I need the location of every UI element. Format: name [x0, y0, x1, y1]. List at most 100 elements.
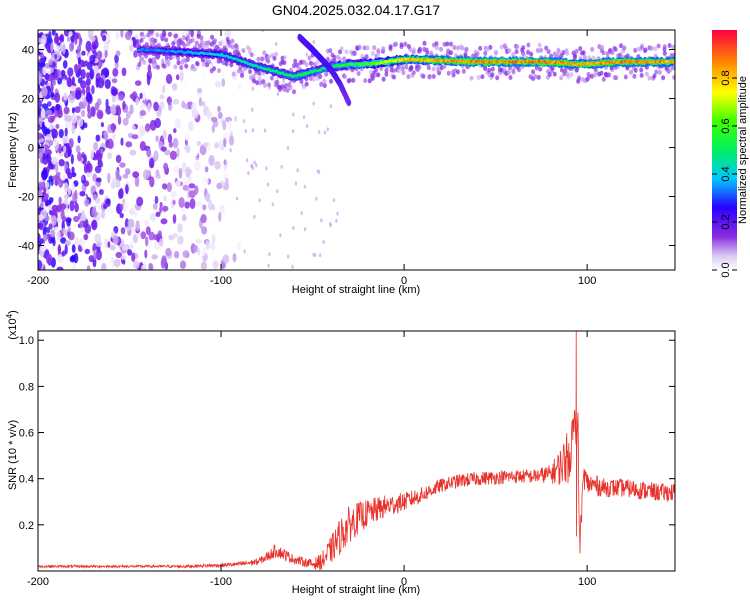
heatmap-cell	[647, 75, 652, 81]
heatmap-cell	[52, 175, 59, 181]
heatmap-cell	[160, 218, 168, 225]
heatmap-cell	[95, 152, 103, 162]
heatmap-cell	[185, 166, 191, 178]
heatmap-cell	[62, 227, 66, 235]
heatmap-cell	[218, 140, 225, 148]
heatmap-cell	[149, 157, 155, 169]
heatmap-cell	[292, 63, 296, 69]
heatmap-cell	[329, 223, 332, 228]
heatmap-cell	[251, 73, 256, 79]
heatmap-cell	[662, 50, 667, 56]
heatmap-cell	[52, 79, 56, 86]
heatmap-cell	[205, 192, 211, 203]
heatmap-cell	[247, 171, 250, 176]
heatmap-cell	[166, 182, 172, 193]
heatmap-cell	[576, 78, 581, 84]
heatmap-cell	[308, 60, 313, 66]
heatmap-cell	[107, 261, 113, 269]
heatmap-cell	[146, 32, 151, 38]
heatmap-cell	[104, 257, 108, 263]
heatmap-cell	[64, 244, 68, 255]
heatmap-cell	[662, 44, 667, 50]
heatmap-cell	[315, 60, 320, 66]
heatmap-cell	[65, 167, 71, 175]
heatmap-cell	[499, 44, 504, 50]
heatmap-cell	[329, 104, 333, 109]
heatmap-cell	[376, 72, 381, 78]
heatmap-cell	[196, 201, 203, 207]
heatmap-cell	[100, 122, 104, 128]
colorbar-tick-label: 0.8	[720, 70, 732, 85]
heatmap-cell	[352, 51, 357, 57]
heatmap-cell	[42, 87, 48, 97]
heatmap-cell	[94, 233, 102, 243]
heatmap-cell	[184, 77, 188, 87]
heatmap-cell	[124, 31, 132, 40]
heatmap-cell	[517, 67, 521, 73]
heatmap-cell	[165, 247, 172, 257]
heatmap-cell	[140, 231, 147, 240]
heatmap-cell	[253, 160, 256, 165]
heatmap-cell	[587, 55, 592, 61]
heatmap-cell	[182, 177, 188, 187]
heatmap-cell	[172, 232, 179, 238]
heatmap-cell	[322, 240, 325, 244]
snr-frame-outline	[37, 330, 676, 572]
heatmap-cell	[581, 50, 586, 56]
heatmap-cell	[464, 46, 469, 52]
heatmap-cell	[51, 30, 56, 36]
heatmap-cell	[47, 37, 53, 44]
heatmap-cell	[275, 79, 280, 85]
heatmap-cell	[231, 71, 236, 77]
heatmap-cell	[104, 238, 109, 249]
y-tick-label: 20	[22, 94, 34, 106]
heatmap-cell	[139, 125, 146, 136]
heatmap-cell	[409, 65, 414, 71]
heatmap-cell	[318, 130, 321, 134]
heatmap-cell	[184, 63, 189, 69]
heatmap-cell	[69, 42, 74, 52]
heatmap-cell	[182, 184, 189, 191]
heatmap-cell	[95, 205, 100, 213]
heatmap-cell	[112, 234, 119, 245]
heatmap-cell	[66, 36, 71, 42]
heatmap-cell	[255, 80, 260, 86]
heatmap-cell	[276, 189, 279, 194]
heatmap-cell	[177, 235, 184, 245]
heatmap-cell	[178, 167, 183, 179]
y-tick-label: 0.4	[19, 474, 34, 486]
heatmap-cell	[384, 71, 389, 77]
heatmap-cell	[75, 90, 82, 100]
heatmap-cell	[58, 159, 65, 167]
heatmap-cell	[507, 48, 512, 54]
heatmap-cell	[44, 181, 50, 189]
heatmap-cell	[590, 73, 594, 79]
heatmap-cell	[257, 70, 262, 76]
heatmap-cell	[344, 49, 349, 55]
heatmap-cell	[181, 100, 186, 109]
heatmap-cell	[194, 40, 199, 46]
heatmap-cell	[601, 50, 606, 56]
heatmap-cell	[639, 72, 644, 78]
heatmap-cell	[71, 90, 75, 97]
heatmap-cell	[117, 115, 122, 125]
x-tick-label: -100	[210, 576, 232, 588]
colorbar: 0.0 0.2 0.4 0.6 0.8 Normalized spectral ampl…	[712, 30, 749, 278]
heatmap-cell	[38, 101, 43, 108]
heatmap-cell	[280, 164, 283, 169]
heatmap-cell	[304, 62, 309, 67]
heatmap-cell	[131, 125, 136, 131]
spectrogram-y-label: Frequency (Hz)	[7, 112, 19, 188]
heatmap-cell	[131, 134, 139, 140]
heatmap-cell	[312, 101, 315, 106]
heatmap-cell	[272, 55, 277, 61]
heatmap-cell	[173, 128, 177, 134]
heatmap-cell	[70, 85, 76, 92]
heatmap-cell	[56, 266, 64, 270]
heatmap-cell	[400, 66, 405, 72]
heatmap-cell	[196, 140, 201, 146]
heatmap-cell	[64, 182, 69, 193]
heatmap-cell	[197, 247, 201, 256]
heatmap-cell	[370, 51, 375, 56]
heatmap-cell	[245, 158, 249, 163]
